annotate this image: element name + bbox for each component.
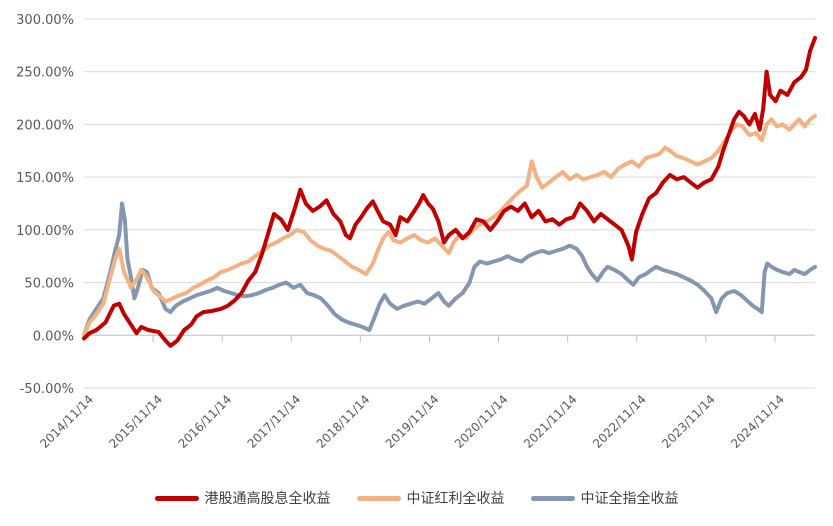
chart-legend: 港股通高股息全收益 中证红利全收益 中证全指全收益 — [0, 488, 833, 508]
legend-item: 中证全指全收益 — [530, 488, 679, 508]
x-tick-label: 2019/11/14 — [383, 392, 442, 451]
x-tick-label: 2016/11/14 — [175, 392, 234, 451]
y-tick-label: 300.00% — [16, 13, 74, 28]
legend-item: 港股通高股息全收益 — [154, 488, 331, 508]
x-tick-label: 2023/11/14 — [659, 392, 718, 451]
x-tick-label: 2024/11/14 — [728, 392, 787, 451]
series-line-2 — [82, 114, 817, 338]
legend-item: 中证红利全收益 — [356, 488, 505, 508]
legend-swatch — [356, 495, 401, 501]
y-tick-label: 50.00% — [24, 277, 74, 292]
chart-plot: 300.00% 250.00% 200.00% 150.00% 100.00% 50.00… — [16, 13, 817, 451]
legend-swatch — [154, 495, 199, 501]
x-tick-label: 2017/11/14 — [245, 392, 304, 451]
x-tick-label: 2021/11/14 — [521, 392, 580, 451]
series-line-3 — [82, 201, 817, 338]
x-tick-label: 2020/11/14 — [452, 392, 511, 451]
x-tick-label: 2014/11/14 — [37, 392, 96, 451]
series-line-1 — [82, 36, 817, 348]
legend-label: 中证全指全收益 — [580, 491, 679, 507]
y-tick-label: 250.00% — [16, 66, 74, 81]
y-tick-label: 150.00% — [16, 171, 74, 186]
legend-swatch — [530, 495, 575, 501]
y-tick-label: -50.00% — [20, 382, 74, 397]
y-tick-label: 100.00% — [16, 224, 74, 239]
legend-label: 中证红利全收益 — [406, 491, 505, 507]
x-tick-label: 2022/11/14 — [590, 392, 649, 451]
x-tick-label: 2015/11/14 — [106, 392, 165, 451]
x-tick-label: 2018/11/14 — [314, 392, 373, 451]
legend-label: 港股通高股息全收益 — [204, 491, 331, 507]
y-tick-label: 200.00% — [16, 118, 74, 133]
y-tick-label: 0.00% — [33, 329, 74, 344]
